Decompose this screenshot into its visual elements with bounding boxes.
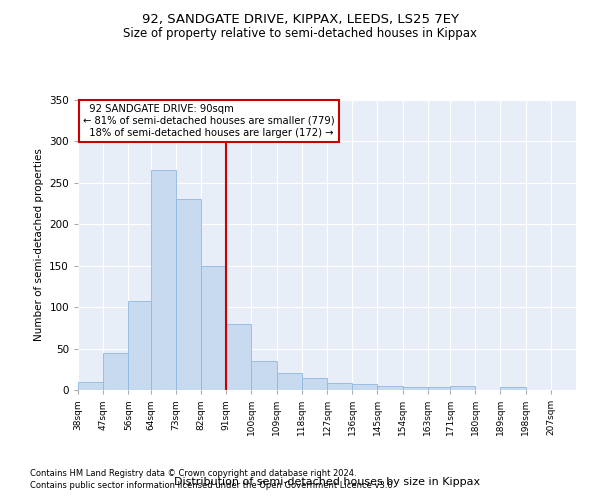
Bar	[251, 361, 277, 390]
Text: Size of property relative to semi-detached houses in Kippax: Size of property relative to semi-detach…	[123, 28, 477, 40]
Bar	[151, 170, 176, 390]
Text: Contains HM Land Registry data © Crown copyright and database right 2024.: Contains HM Land Registry data © Crown c…	[30, 468, 356, 477]
Bar	[500, 386, 526, 390]
X-axis label: Distribution of semi-detached houses by size in Kippax: Distribution of semi-detached houses by …	[174, 477, 480, 487]
Text: 92 SANDGATE DRIVE: 90sqm
← 81% of semi-detached houses are smaller (779)
  18% o: 92 SANDGATE DRIVE: 90sqm ← 81% of semi-d…	[83, 104, 335, 138]
Bar	[352, 384, 377, 390]
Bar	[201, 266, 226, 390]
Bar	[277, 374, 302, 390]
Text: 92, SANDGATE DRIVE, KIPPAX, LEEDS, LS25 7EY: 92, SANDGATE DRIVE, KIPPAX, LEEDS, LS25 …	[142, 12, 458, 26]
Bar	[128, 300, 151, 390]
Bar	[450, 386, 475, 390]
Bar	[377, 386, 403, 390]
Bar	[302, 378, 327, 390]
Bar	[103, 352, 128, 390]
Bar	[226, 324, 251, 390]
Bar	[403, 386, 428, 390]
Bar	[327, 384, 352, 390]
Y-axis label: Number of semi-detached properties: Number of semi-detached properties	[34, 148, 44, 342]
Bar	[176, 200, 201, 390]
Bar	[78, 382, 103, 390]
Bar	[428, 386, 450, 390]
Text: Contains public sector information licensed under the Open Government Licence v3: Contains public sector information licen…	[30, 481, 395, 490]
